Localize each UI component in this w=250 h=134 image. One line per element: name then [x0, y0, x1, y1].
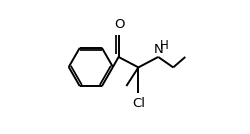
Text: H: H [160, 39, 169, 52]
Text: Cl: Cl [132, 97, 145, 110]
Text: O: O [114, 18, 125, 31]
Text: N: N [154, 43, 164, 56]
